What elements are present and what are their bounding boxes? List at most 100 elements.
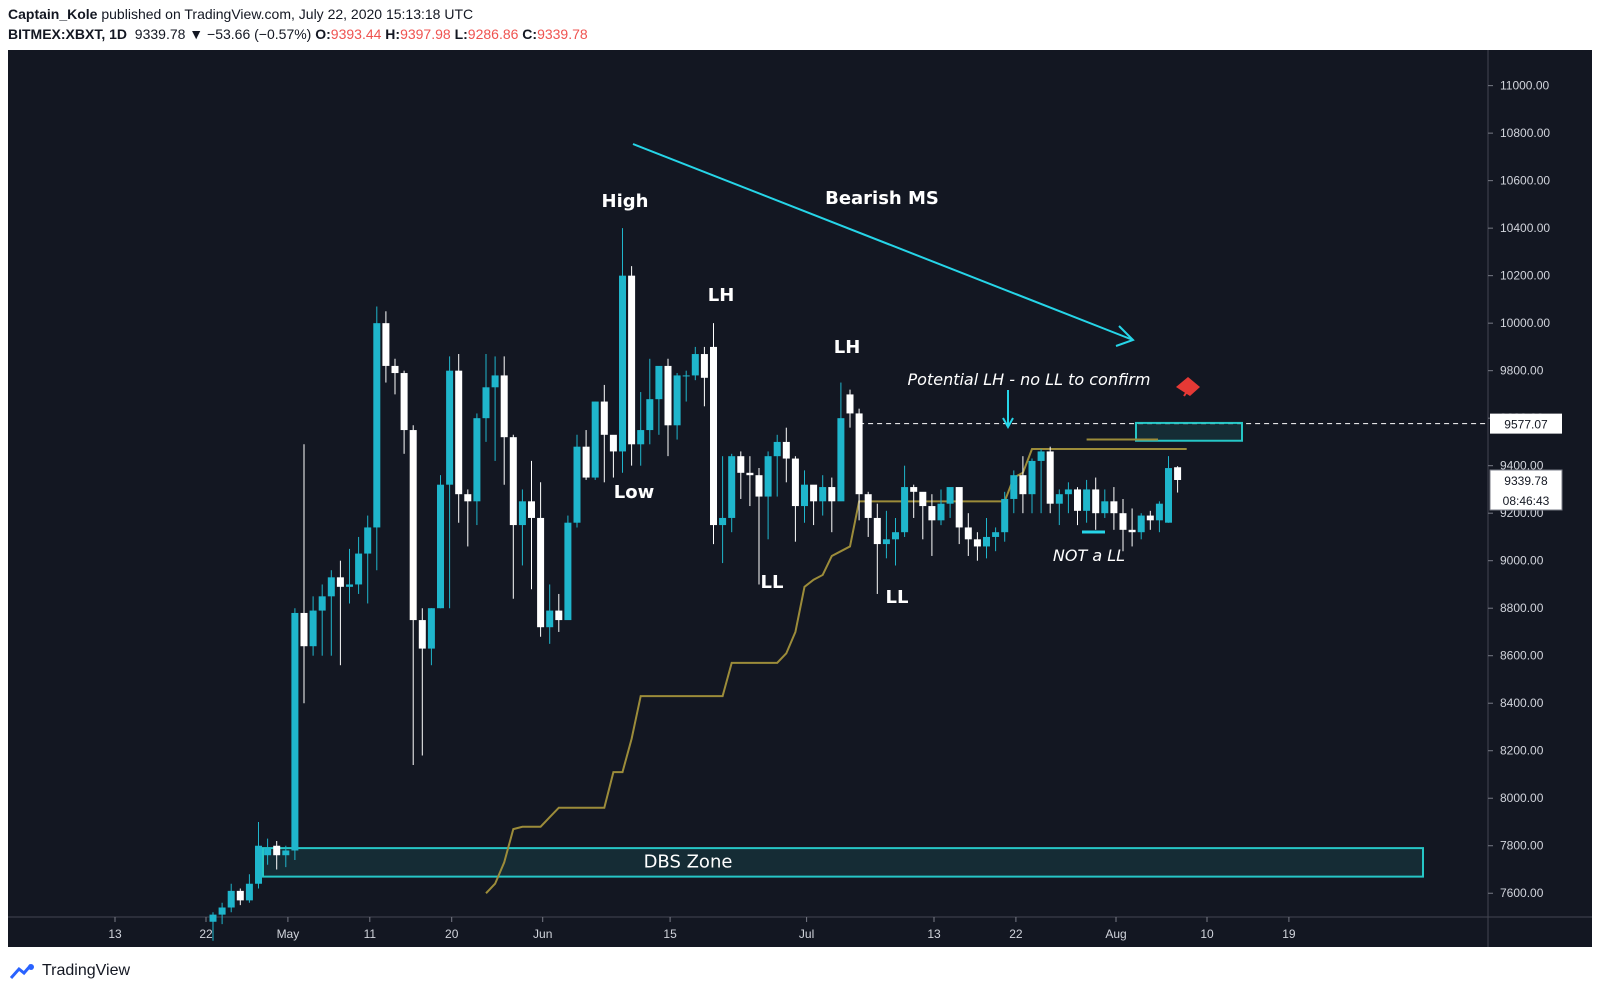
lh-label-1: LH — [708, 285, 735, 306]
candle-body — [218, 907, 226, 915]
candle-body — [682, 375, 690, 377]
confirm-arrow-head — [1002, 417, 1014, 430]
x-tick-label: 13 — [927, 927, 941, 941]
last-price-box — [1489, 469, 1563, 511]
dbs-zone-label: DBS Zone — [644, 851, 733, 872]
candle-body — [473, 418, 481, 502]
x-tick-label: 15 — [663, 927, 677, 941]
candle-body — [1174, 467, 1182, 480]
candle-body — [1019, 475, 1027, 495]
x-tick-label: Aug — [1105, 927, 1126, 941]
close-label: C: — [522, 26, 538, 42]
candle-body — [1055, 494, 1063, 504]
candlestick-chart[interactable]: 11000.00 10800.00 10600.00 10400.00 10200.00… — [8, 50, 1592, 947]
candle-body — [336, 577, 344, 587]
high-label: H: — [385, 26, 401, 42]
candle-body — [737, 456, 745, 473]
candle-body — [937, 503, 945, 521]
x-tick-label: Jul — [799, 927, 814, 941]
candle-body — [910, 487, 918, 492]
candle-body — [236, 890, 244, 901]
high-value: 9397.98 — [400, 26, 451, 42]
candle-body — [537, 517, 545, 628]
candle-body — [282, 850, 290, 856]
low-value: 9286.86 — [467, 26, 519, 42]
author-name[interactable]: Captain_Kole — [8, 6, 98, 22]
candle-body — [801, 484, 808, 507]
publish-line: Captain_Kole published on TradingView.co… — [8, 4, 588, 24]
candle-body — [619, 275, 626, 452]
candle-body — [882, 539, 890, 545]
trailing-stop-line — [485, 448, 1187, 894]
countdown-label: 08:46:43 — [1503, 494, 1550, 508]
candle-body — [546, 610, 554, 628]
lh-label-2: LH — [834, 337, 861, 358]
candle-body — [810, 484, 818, 502]
candle-body — [955, 487, 963, 528]
candle-body — [227, 890, 235, 908]
chart-area[interactable]: 11000.00 10800.00 10600.00 10400.00 10200.00… — [8, 50, 1592, 947]
candle-body — [491, 375, 499, 388]
level-price-box — [1490, 413, 1562, 434]
candle-body — [437, 484, 444, 609]
candle-body — [700, 354, 708, 378]
candle-body — [782, 441, 790, 459]
y-tick-label: 10400.00 — [1500, 221, 1550, 235]
candle-body — [518, 501, 526, 526]
candle-body — [1083, 489, 1091, 511]
y-tick-label: 9000.00 — [1500, 554, 1544, 568]
high-label: High — [602, 191, 649, 212]
candle-body — [946, 487, 954, 504]
y-tick-label: 7600.00 — [1500, 886, 1544, 900]
candle-body — [864, 494, 872, 518]
last-price-label: 9339.78 — [1504, 474, 1548, 488]
candle-body — [728, 456, 736, 518]
y-tick-label: 10200.00 — [1500, 269, 1550, 283]
candle-body — [455, 370, 463, 495]
candle-body — [500, 375, 508, 438]
candle-body — [427, 608, 435, 649]
candle-body — [791, 458, 799, 507]
candle-body — [291, 612, 299, 851]
candle-body — [364, 527, 372, 554]
not-ll-label: NOT a LL — [1053, 546, 1125, 565]
candle-body — [1064, 489, 1072, 495]
candle-body — [464, 494, 472, 502]
candle-body — [1074, 489, 1081, 511]
tradingview-logo-icon[interactable] — [10, 963, 36, 979]
footer-brand[interactable]: TradingView — [42, 962, 131, 979]
candle-body — [591, 401, 599, 478]
candle-body — [573, 446, 581, 523]
x-tick-label: May — [277, 927, 300, 941]
candle-body — [628, 275, 636, 445]
resistance-box — [1135, 421, 1243, 442]
dbs-zone-box — [262, 847, 1424, 878]
candle-body — [837, 418, 845, 502]
price-change: ▼ −53.66 (−0.57%) — [189, 26, 312, 42]
x-tick-label: 20 — [445, 927, 459, 941]
candle-body — [755, 475, 763, 497]
candle-body — [528, 501, 535, 518]
candle-body — [327, 577, 335, 597]
candle-body — [828, 487, 836, 502]
candle-body — [892, 532, 899, 540]
candle-body — [873, 517, 881, 545]
candle-body — [609, 434, 617, 452]
candle-body — [582, 446, 590, 478]
bearish-arrow-line — [632, 143, 1134, 341]
candle-body — [373, 323, 381, 528]
candle-body — [1101, 501, 1109, 514]
footer: TradingView — [10, 958, 130, 984]
candle-body — [1092, 489, 1100, 514]
flag-icon — [1176, 377, 1200, 396]
candle-body — [773, 441, 781, 457]
candle-body — [346, 584, 353, 587]
level-price-label: 9577.07 — [1504, 418, 1548, 432]
ll-label-2: LL — [886, 587, 909, 608]
candle-body — [655, 365, 663, 400]
candle-body — [209, 914, 217, 922]
candle-body — [400, 373, 408, 431]
y-tick-label: 10600.00 — [1500, 174, 1550, 188]
y-tick-label: 8400.00 — [1500, 696, 1544, 710]
low-label: Low — [614, 482, 654, 503]
